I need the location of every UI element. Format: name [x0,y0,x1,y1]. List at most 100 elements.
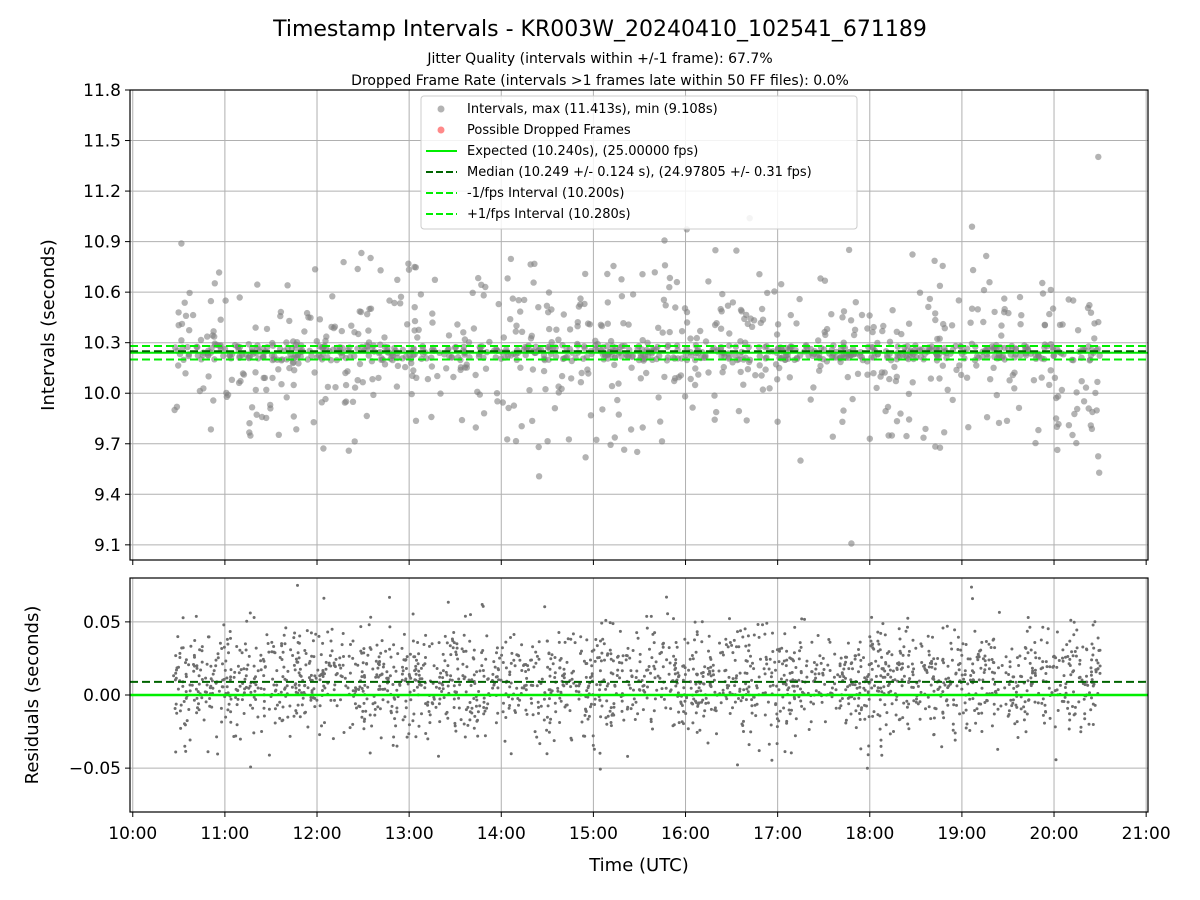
residual-point [550,653,554,657]
residual-point [327,661,331,665]
residual-point [857,648,860,651]
residual-point [193,664,196,668]
interval-point [545,289,553,296]
residual-point [317,634,321,638]
residual-point [842,675,846,679]
interval-point [986,279,993,286]
residual-point [664,706,668,710]
residual-point [990,658,994,661]
residual-point [215,735,219,739]
residual-point [360,670,364,674]
residual-point [732,638,736,642]
residual-point [188,738,192,742]
legend-intervals-label: Intervals, max (11.413s), min (9.108s) [467,102,718,117]
residual-point [434,705,438,709]
residual-point [520,669,524,672]
interval-point [1012,345,1020,352]
residual-point [1010,704,1014,708]
residual-point [999,704,1003,708]
residual-point [990,724,994,728]
residual-point [340,643,344,647]
residual-point [1073,650,1077,653]
interval-point [366,305,373,313]
interval-point [597,321,605,328]
residual-point [992,637,996,641]
interval-point [629,352,636,359]
residual-point [390,704,394,708]
residual-point [1019,674,1023,678]
residual-point [386,700,390,704]
residual-point [679,700,683,704]
residual-point [347,654,351,658]
interval-point [1003,417,1011,424]
residual-point [1041,660,1045,664]
residual-point [867,715,871,719]
residual-point [187,663,191,667]
residual-point [351,722,355,726]
residual-point [476,734,480,738]
residual-point [633,718,637,721]
interval-point [236,294,243,301]
residual-point [531,684,535,687]
residual-point [907,727,911,731]
residual-point [941,626,945,630]
intervals-ytick-label-6: 10.9 [83,233,121,253]
residual-point [932,689,936,693]
residual-point [388,647,392,651]
residual-point [589,658,592,662]
residual-point [234,687,238,691]
residual-point [464,708,468,712]
residual-point [1073,705,1077,709]
residual-point [757,675,761,679]
residual-point [259,653,263,657]
residual-point [951,722,955,726]
residual-point [1030,666,1034,670]
residual-point [814,689,818,693]
interval-point [582,270,589,278]
residual-point [859,747,863,751]
residual-point [917,679,921,683]
residual-point [1089,666,1093,670]
residual-point [582,659,586,663]
interval-point [476,391,483,398]
residual-point [437,681,441,685]
residual-point [578,682,582,686]
residual-point [437,754,440,758]
residual-point [858,640,862,644]
interval-point [683,308,691,316]
interval-point [640,357,647,364]
residual-point [275,683,279,687]
interval-point [741,315,748,323]
intervals-ytick-label-5: 10.6 [83,283,121,303]
residual-point [234,696,238,699]
interval-point [944,386,951,393]
residual-point [805,675,809,679]
interval-point [1023,344,1031,351]
legend-minus-fps-label: -1/fps Interval (10.200s) [467,186,624,201]
residual-point [1078,662,1082,666]
residual-point [392,735,396,739]
interval-point [1058,386,1066,394]
residual-point [509,661,513,665]
residual-point [881,667,885,671]
residual-point [222,645,226,649]
residual-point [481,649,485,652]
residual-point [598,688,602,692]
interval-point [639,271,646,278]
residual-point [789,751,793,755]
residual-point [452,706,456,709]
residual-point [303,649,307,652]
residual-point [1033,668,1037,672]
residual-point [674,684,678,688]
residual-point [512,658,516,662]
interval-point [689,404,696,411]
residual-point [617,661,621,664]
residual-point [870,667,874,671]
residual-point [472,673,476,677]
residual-point [569,736,573,740]
residual-point [1006,714,1010,718]
residual-point [464,649,468,653]
residual-point [200,645,204,649]
residual-point [411,612,415,616]
residual-point [605,653,609,657]
